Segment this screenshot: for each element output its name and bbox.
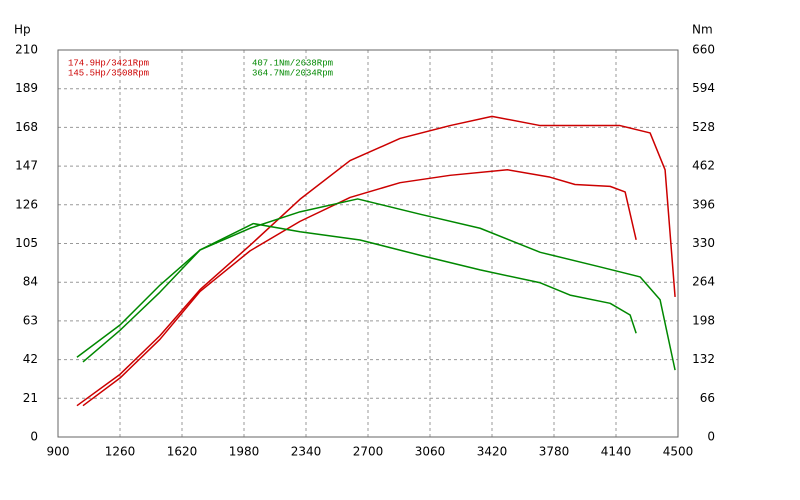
y-tick-label: 210 — [15, 43, 38, 57]
y2-tick-label: 528 — [692, 120, 715, 134]
x-tick-label: 2700 — [353, 445, 384, 459]
y2-tick-label: 132 — [692, 352, 715, 366]
y-tick-label: 168 — [15, 120, 38, 134]
y2-tick-label: 330 — [692, 236, 715, 250]
y-tick-label: 105 — [15, 236, 38, 250]
curve — [82, 169, 637, 407]
annotation: 174.9Hp/3421Rpm — [68, 58, 149, 68]
x-tick-label: 4500 — [663, 445, 694, 459]
y-tick-label: 126 — [15, 197, 38, 211]
y2-tick-label: 594 — [692, 81, 715, 95]
x-tick-label: 900 — [47, 445, 70, 459]
curve — [76, 115, 676, 407]
y-tick-label: 0 — [30, 430, 38, 444]
x-tick-label: 2340 — [291, 445, 322, 459]
y2-tick-label: 198 — [692, 313, 715, 327]
x-tick-label: 1980 — [229, 445, 260, 459]
annotation: 407.1Nm/2638Rpm — [252, 58, 333, 68]
y-tick-label: 147 — [15, 159, 38, 173]
y-tick-label: 21 — [23, 391, 38, 405]
x-tick-label: 4140 — [601, 445, 632, 459]
annotation: 364.7Nm/2034Rpm — [252, 68, 333, 78]
y2-tick-label: 0 — [707, 430, 715, 444]
y2-tick-label: 396 — [692, 197, 715, 211]
plot-frame — [57, 49, 679, 438]
curve — [76, 198, 676, 371]
y2-tick-label: 462 — [692, 159, 715, 173]
y-tick-label: 63 — [23, 313, 38, 327]
y2-tick-label: 66 — [700, 391, 715, 405]
x-tick-label: 3780 — [539, 445, 570, 459]
y2-axis-title: Nm — [692, 23, 713, 37]
x-tick-label: 1260 — [105, 445, 136, 459]
y2-tick-label: 264 — [692, 275, 715, 289]
y-tick-label: 84 — [23, 275, 38, 289]
annotation: 145.5Hp/3508Rpm — [68, 68, 149, 78]
y-tick-label: 189 — [15, 81, 38, 95]
x-tick-label: 1620 — [167, 445, 198, 459]
y2-tick-label: 660 — [692, 43, 715, 57]
curve — [82, 222, 637, 363]
y-tick-label: 42 — [23, 352, 38, 366]
x-tick-label: 3060 — [415, 445, 446, 459]
y-axis-title: Hp — [14, 23, 31, 37]
x-tick-label: 3420 — [477, 445, 508, 459]
